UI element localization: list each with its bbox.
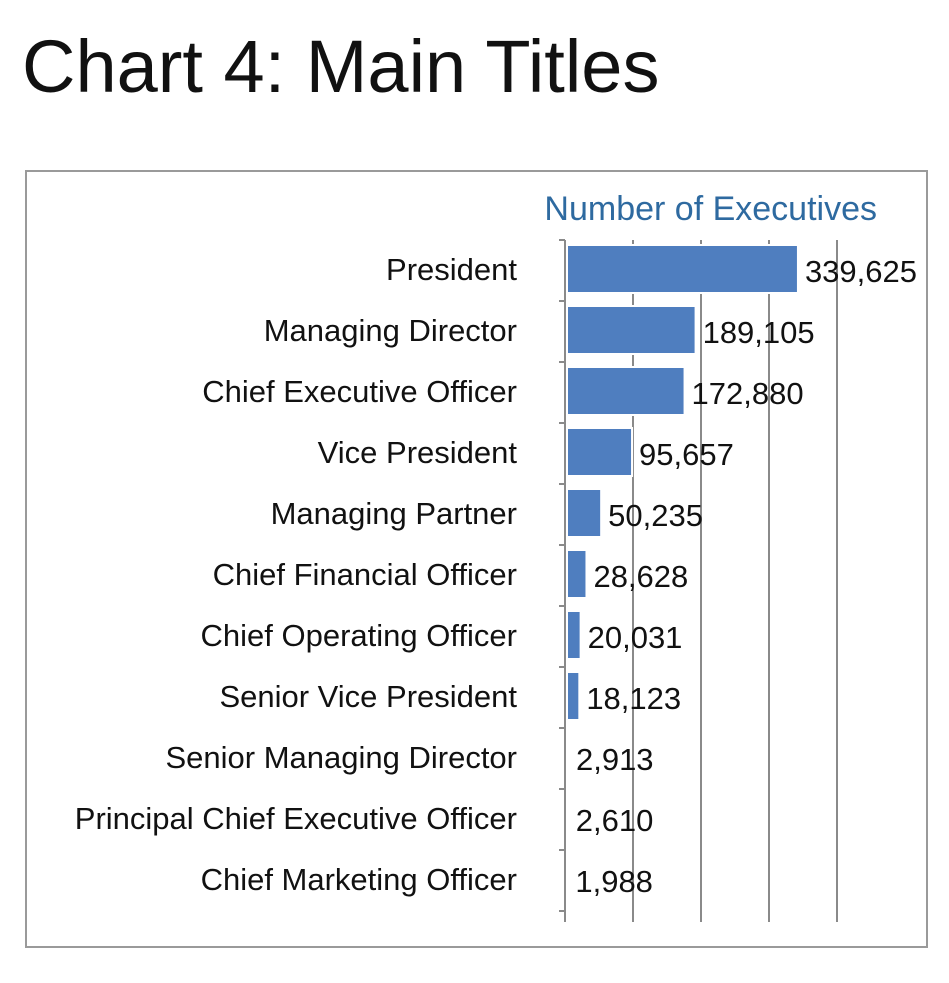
chart-frame: President 339,625 Managing Director 189,105…: [25, 170, 928, 948]
data-label: 2,610: [576, 803, 654, 838]
gridlines: [632, 240, 838, 916]
data-label: 189,105: [703, 315, 815, 350]
category-label: Managing Director: [264, 313, 517, 348]
data-label: 50,235: [608, 498, 703, 533]
bar: [566, 244, 799, 294]
bar: [566, 610, 582, 660]
axis-title: Number of Executives: [544, 190, 877, 228]
data-label: 28,628: [593, 559, 688, 594]
bar: [566, 793, 570, 843]
bar: [566, 732, 570, 782]
axes: [559, 239, 838, 922]
bar: [566, 671, 581, 721]
category-label: Chief Marketing Officer: [201, 862, 517, 897]
category-label: Chief Financial Officer: [213, 557, 517, 592]
data-label: 95,657: [639, 437, 734, 472]
data-label: 20,031: [588, 620, 683, 655]
bar: [566, 488, 603, 538]
page-title: Chart 4: Main Titles: [22, 25, 660, 108]
category-label: Senior Vice President: [219, 679, 517, 714]
bar: [566, 305, 697, 355]
data-label: 339,625: [805, 254, 917, 289]
data-label: 18,123: [586, 681, 681, 716]
data-label: 1,988: [575, 864, 653, 899]
executives-bar-chart: President 339,625 Managing Director 189,105…: [75, 190, 917, 922]
category-label: Vice President: [318, 435, 518, 470]
bar: [566, 854, 570, 904]
data-label: 172,880: [692, 376, 804, 411]
bar: [566, 366, 686, 416]
data-label: 2,913: [576, 742, 654, 777]
category-label: Chief Operating Officer: [201, 618, 517, 653]
category-label: Chief Executive Officer: [202, 374, 517, 409]
category-label: Principal Chief Executive Officer: [75, 801, 517, 836]
category-label: President: [386, 252, 517, 287]
category-label: Managing Partner: [271, 496, 517, 531]
labels: President 339,625 Managing Director 189,105…: [75, 252, 917, 899]
bar: [566, 427, 634, 477]
bar: [566, 549, 588, 599]
bars: [566, 244, 799, 904]
category-label: Senior Managing Director: [165, 740, 517, 775]
